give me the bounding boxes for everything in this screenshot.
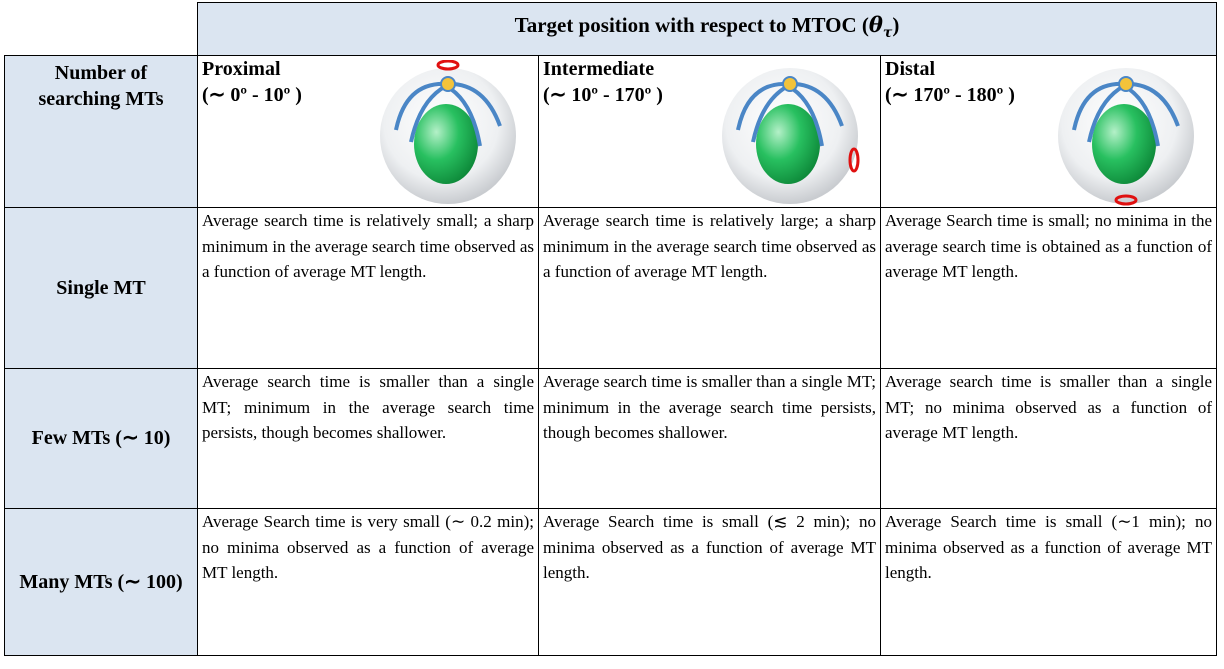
cell-diagram (378, 60, 518, 206)
table-cell: Average search time is relatively large;… (538, 207, 881, 369)
title-text: Target position with respect to MTOC ( (514, 12, 869, 37)
title-symbol: θ (868, 11, 883, 37)
table-cell: Average search time is smaller than a si… (538, 368, 881, 509)
column-header: Proximal (∼ 0º - 10º ) (197, 55, 539, 208)
table-cell: Average search time is smaller than a si… (197, 368, 539, 509)
column-name: Intermediate (543, 58, 655, 80)
label-line: Number of (54, 62, 148, 84)
empty-corner (4, 2, 198, 56)
column-range: (∼ 10º - 170º ) (543, 84, 663, 106)
title-subscript: τ (882, 24, 893, 41)
cell-diagram (720, 66, 860, 206)
column-name: Distal (885, 58, 935, 80)
table-cell: Average Search time is very small (∼ 0.2… (197, 508, 539, 656)
table-cell: Average search time is smaller than a si… (880, 368, 1217, 509)
summary-table: Target position with respect to MTOC (θτ… (4, 2, 1217, 656)
table-cell: Average Search time is small; no minima … (880, 207, 1217, 369)
label-line: searching MTs (38, 88, 164, 110)
header-title: Target position with respect to MTOC (θτ… (197, 2, 1217, 56)
table-cell: Average Search time is small (≲ 2 min); … (538, 508, 881, 656)
row-header-label: Number of searching MTs (4, 55, 198, 208)
table-cell: Average search time is relatively small;… (197, 207, 539, 369)
table-cell: Average Search time is small (∼1 min); n… (880, 508, 1217, 656)
column-header: Distal (∼ 170º - 180º ) (880, 55, 1217, 208)
column-name: Proximal (202, 58, 281, 80)
column-range: (∼ 170º - 180º ) (885, 84, 1015, 106)
row-label: Single MT (4, 207, 198, 369)
title-text: ) (892, 12, 900, 37)
column-header: Intermediate (∼ 10º - 170º ) (538, 55, 881, 208)
row-label: Many MTs (∼ 100) (4, 508, 198, 656)
cell-diagram (1056, 66, 1196, 206)
column-range: (∼ 0º - 10º ) (202, 84, 302, 106)
row-label: Few MTs (∼ 10) (4, 368, 198, 509)
